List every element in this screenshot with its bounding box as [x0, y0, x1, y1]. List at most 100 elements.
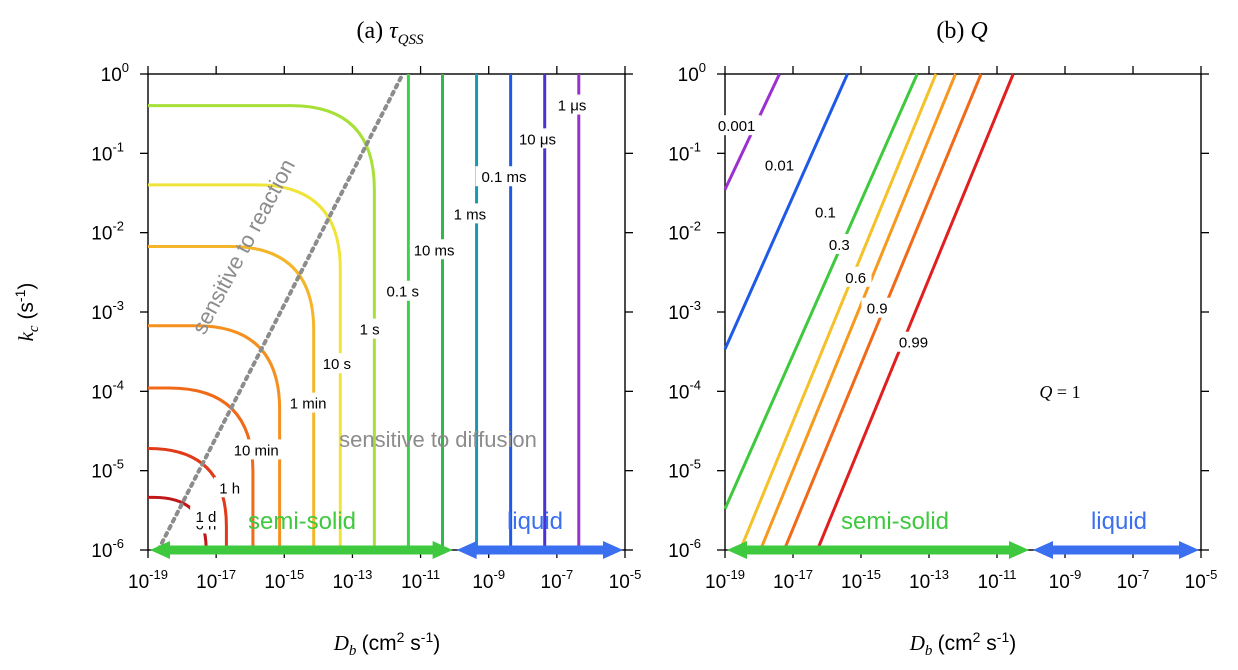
- x-tick-label: 10-15: [264, 567, 304, 593]
- q-contour-0-6: [759, 73, 957, 551]
- x-tick-label: 10-17: [196, 567, 236, 593]
- contour-label-1-s: 1 μs: [558, 98, 587, 115]
- contour-label-bg: [449, 203, 490, 224]
- panel-a-x-axis-label: Db (cm2 s-1): [333, 629, 441, 659]
- x-tick-label: 10-19: [705, 567, 745, 593]
- x-tick-label: 10-17: [773, 567, 813, 593]
- panel-b-regime-arrows: [727, 541, 1199, 559]
- q-contour-label-bg: [809, 201, 842, 222]
- panel-b-contour-labels: 0.001 0.01 0.1 0.3 0.60.9 0.99: [712, 115, 934, 352]
- contour-label-0-1-ms: 0.1 ms: [481, 169, 526, 186]
- x-tick-label: 10-13: [909, 567, 949, 593]
- q-contour-label-0-01: 0.01: [765, 158, 794, 175]
- contour-label-1-s: 1 s: [360, 322, 380, 339]
- x-tick-label: 10-9: [1049, 567, 1082, 593]
- regime-arrow-liquid: [456, 541, 623, 559]
- x-tick-label: 10-9: [472, 567, 505, 593]
- panel-a-title: (a) τQSS: [356, 18, 424, 48]
- q-contour-label-bg: [712, 115, 761, 136]
- contour-label-bg: [316, 353, 357, 374]
- y-tick-label: 100: [101, 60, 129, 86]
- contour-label-10-min: 10 min: [234, 442, 279, 459]
- y-tick-label: 10-2: [91, 219, 124, 245]
- contour-label-10-s: 10 s: [323, 356, 351, 373]
- regime-arrow-liquid: [1033, 541, 1199, 559]
- contour-1-s: [148, 104, 376, 550]
- panel-a-regime-arrows: [150, 541, 623, 559]
- q-contour-0-3: [738, 73, 938, 551]
- sensitive-to-diffusion-label: sensitive to diffusion: [339, 427, 537, 452]
- panel-b-semi-solid-label: semi-solid: [841, 508, 949, 535]
- q-contour-0-01: [723, 73, 849, 350]
- q-contour-label-bg: [839, 266, 872, 287]
- q-contour-label-0-6: 0.6: [845, 270, 866, 287]
- q-contour-0-1: [723, 73, 919, 510]
- q-equals-one-note: Q = 1: [1039, 382, 1080, 402]
- panel-b-x-axis-label: Db (cm2 s-1): [909, 629, 1017, 659]
- contour-label-0-1-s: 0.1 s: [386, 284, 419, 301]
- q-contour-label-bg: [893, 331, 934, 352]
- contour-label-1-h: 1 h: [219, 480, 240, 497]
- y-tick-label: 10-5: [91, 457, 124, 483]
- x-tick-label: 10-11: [978, 567, 1017, 593]
- panel-b-liquid-label: liquid: [1091, 508, 1147, 535]
- y-tick-label: 10-2: [668, 219, 701, 245]
- x-tick-label: 10-7: [1117, 567, 1150, 593]
- regime-arrow-semi-solid: [150, 541, 453, 559]
- x-tick-label: 10-19: [128, 567, 168, 593]
- contour-label-bg: [227, 439, 285, 460]
- q-contour-label-0-001: 0.001: [718, 118, 756, 135]
- contour-10-s: [148, 183, 342, 550]
- contour-label-bg: [513, 128, 562, 149]
- q-contour-label-bg: [759, 154, 800, 175]
- y-tick-label: 10-4: [668, 377, 701, 403]
- q-contour-label-0-1: 0.1: [815, 204, 836, 221]
- x-tick-label: 10-5: [609, 567, 642, 593]
- q-contour-label-0-9: 0.9: [867, 301, 888, 318]
- q-contour-0-99: [815, 73, 1015, 551]
- y-tick-label: 10-6: [91, 536, 124, 562]
- contour-label-1-min: 1 min: [290, 396, 327, 413]
- reaction-diffusion-boundary: [156, 72, 405, 552]
- panel-a-ticks: 10-19 10-17 10-15 10-13 10-11 10-9 10-7 10-5 100…: [91, 60, 641, 593]
- contour-label-10-s: 10 μs: [519, 131, 556, 148]
- contour-label-bg: [475, 166, 533, 187]
- x-tick-label: 10-11: [401, 567, 440, 593]
- y-tick-label: 100: [678, 60, 706, 86]
- contour-label-bg: [190, 506, 222, 527]
- panel-b-frame: [724, 73, 1202, 551]
- regime-arrow-semi-solid: [727, 541, 1029, 559]
- x-tick-label: 10-15: [841, 567, 881, 593]
- contour-label-1-d: 1 d: [195, 509, 216, 526]
- y-tick-label: 10-3: [668, 298, 701, 324]
- contour-1-min: [148, 244, 316, 550]
- contour-label-bg: [409, 239, 459, 260]
- y-tick-label: 10-3: [91, 298, 124, 324]
- contour-6-h: [148, 447, 228, 550]
- contour-label-10-ms: 10 ms: [414, 242, 455, 259]
- contour-label-bg: [378, 280, 428, 301]
- contour-label-1-ms: 1 ms: [454, 206, 487, 223]
- contour-label-bg: [283, 392, 333, 413]
- panel-b-ticks: 10-19 10-17 10-15 10-13 10-11 10-9 10-7 10-5 100…: [668, 60, 1217, 593]
- y-tick-label: 10-6: [668, 536, 701, 562]
- y-axis-label: kc (s-1): [12, 283, 42, 342]
- q-contour-label-0-99: 0.99: [899, 335, 928, 352]
- y-tick-label: 10-4: [91, 377, 124, 403]
- contour-label-bg: [213, 477, 246, 498]
- contour-10-min: [148, 324, 282, 550]
- y-tick-label: 10-5: [668, 457, 701, 483]
- x-tick-label: 10-13: [332, 567, 372, 593]
- contour-label-bg: [552, 94, 593, 115]
- x-tick-label: 10-5: [1185, 567, 1218, 593]
- contour-label-bg: [353, 318, 386, 339]
- q-contour-label-bg: [861, 297, 893, 318]
- y-tick-label: 10-1: [91, 139, 124, 165]
- panel-b-title: (b) Q: [936, 18, 987, 44]
- x-tick-label: 10-7: [541, 567, 574, 593]
- panel-a-liquid-label: liquid: [507, 508, 563, 535]
